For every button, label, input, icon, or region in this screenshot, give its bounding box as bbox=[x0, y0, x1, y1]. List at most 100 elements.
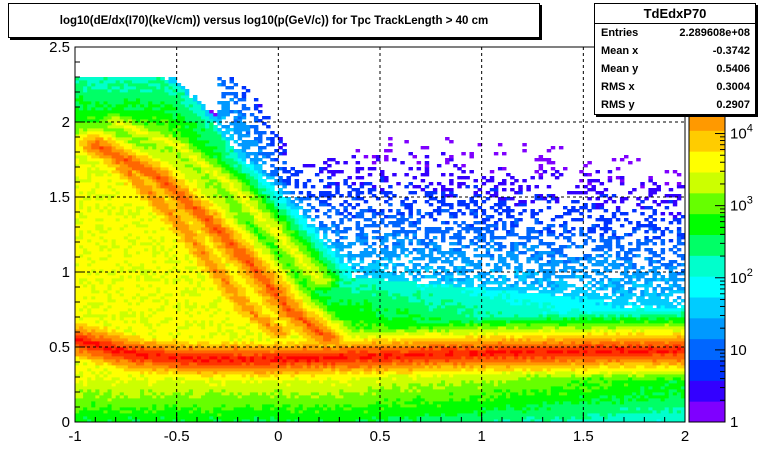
heatmap-cell bbox=[131, 131, 137, 135]
heatmap-cell bbox=[258, 407, 263, 411]
heatmap-cell bbox=[160, 140, 165, 144]
heatmap-cell bbox=[107, 302, 112, 306]
heatmap-cell bbox=[258, 386, 263, 390]
heatmap-cell bbox=[107, 143, 112, 147]
heatmap-cell bbox=[172, 275, 178, 279]
heatmap-cell bbox=[136, 158, 141, 162]
heatmap-cell bbox=[115, 386, 121, 390]
heatmap-cell bbox=[209, 224, 214, 228]
heatmap-cell bbox=[217, 233, 222, 237]
heatmap-cell bbox=[164, 305, 169, 309]
heatmap-cell bbox=[107, 272, 112, 276]
heatmap-cell bbox=[140, 407, 145, 411]
heatmap-cell bbox=[180, 119, 186, 123]
heatmap-cell bbox=[249, 191, 255, 195]
heatmap-cell bbox=[136, 293, 141, 297]
heatmap-cell bbox=[103, 158, 108, 162]
heatmap-cell bbox=[201, 224, 206, 228]
heatmap-cell bbox=[192, 134, 198, 138]
heatmap-cell bbox=[140, 245, 145, 249]
heatmap-cell bbox=[164, 329, 169, 333]
heatmap-cell bbox=[229, 284, 234, 288]
heatmap-cell bbox=[172, 368, 178, 372]
heatmap-cell bbox=[164, 302, 169, 306]
heatmap-cell bbox=[103, 113, 108, 117]
heatmap-cell bbox=[249, 284, 255, 288]
heatmap-cell bbox=[176, 113, 182, 117]
heatmap-cell bbox=[213, 194, 218, 198]
heatmap-cell bbox=[107, 410, 112, 414]
heatmap-cell bbox=[245, 107, 251, 111]
heatmap-cell bbox=[180, 284, 186, 288]
heatmap-cell bbox=[253, 347, 259, 351]
heatmap-cell bbox=[131, 383, 137, 387]
heatmap-cell bbox=[201, 362, 206, 366]
heatmap-cell bbox=[95, 365, 100, 369]
heatmap-cell bbox=[233, 128, 239, 132]
heatmap-cell bbox=[168, 392, 173, 396]
heatmap-cell bbox=[115, 266, 121, 270]
heatmap-cell bbox=[209, 395, 214, 399]
heatmap-cell bbox=[131, 230, 137, 234]
heatmap-cell bbox=[225, 266, 230, 270]
heatmap-cell bbox=[156, 293, 161, 297]
heatmap-cell bbox=[136, 197, 141, 201]
heatmap-cell bbox=[115, 185, 121, 189]
heatmap-cell bbox=[221, 284, 226, 288]
heatmap-cell bbox=[148, 266, 153, 270]
heatmap-cell bbox=[103, 305, 108, 309]
heatmap-cell bbox=[83, 131, 88, 135]
heatmap-cell bbox=[205, 143, 210, 147]
heatmap-cell bbox=[229, 341, 234, 345]
heatmap-cell bbox=[83, 236, 88, 240]
heatmap-cell bbox=[99, 197, 104, 201]
heatmap-cell bbox=[180, 335, 186, 339]
heatmap-cell bbox=[87, 242, 92, 246]
heatmap-cell bbox=[197, 257, 202, 261]
heatmap-cell bbox=[184, 404, 190, 408]
heatmap-cell bbox=[152, 317, 157, 321]
heatmap-cell bbox=[131, 320, 137, 324]
heatmap-cell bbox=[176, 164, 182, 168]
heatmap-cell bbox=[107, 365, 112, 369]
heatmap-cell bbox=[103, 170, 108, 174]
heatmap-cell bbox=[156, 401, 161, 405]
heatmap-cell bbox=[221, 101, 226, 105]
heatmap-cell bbox=[221, 158, 226, 162]
heatmap-cell bbox=[201, 368, 206, 372]
heatmap-cell bbox=[205, 206, 210, 210]
heatmap-cell bbox=[131, 113, 137, 117]
heatmap-cell bbox=[213, 128, 218, 132]
heatmap-cell bbox=[79, 140, 84, 144]
heatmap-cell bbox=[127, 200, 133, 204]
heatmap-cell bbox=[127, 398, 133, 402]
heatmap-cell bbox=[201, 410, 206, 414]
heatmap-cell bbox=[217, 242, 222, 246]
heatmap-cell bbox=[87, 119, 92, 123]
heatmap-cell bbox=[241, 278, 247, 282]
heatmap-cell bbox=[136, 260, 141, 264]
heatmap-cell bbox=[91, 350, 96, 354]
heatmap-cell bbox=[245, 227, 251, 231]
heatmap-cell bbox=[172, 329, 178, 333]
heatmap-cell bbox=[83, 401, 88, 405]
heatmap-cell bbox=[140, 143, 145, 147]
heatmap-cell bbox=[172, 119, 178, 123]
heatmap-cell bbox=[107, 386, 112, 390]
heatmap-cell bbox=[136, 308, 141, 312]
heatmap-cell bbox=[91, 128, 96, 132]
heatmap-cell bbox=[95, 248, 100, 252]
heatmap-cell bbox=[152, 254, 157, 258]
heatmap-cell bbox=[148, 257, 153, 261]
heatmap-cell bbox=[184, 272, 190, 276]
heatmap-cell bbox=[160, 209, 165, 213]
heatmap-cell bbox=[217, 212, 222, 216]
heatmap-cell bbox=[144, 293, 149, 297]
heatmap-cell bbox=[111, 341, 117, 345]
heatmap-cell bbox=[111, 206, 117, 210]
heatmap-cell bbox=[75, 233, 80, 237]
heatmap-cell bbox=[201, 353, 206, 357]
heatmap-cell bbox=[180, 98, 186, 102]
heatmap-cell bbox=[192, 335, 198, 339]
heatmap-cell bbox=[229, 257, 234, 261]
